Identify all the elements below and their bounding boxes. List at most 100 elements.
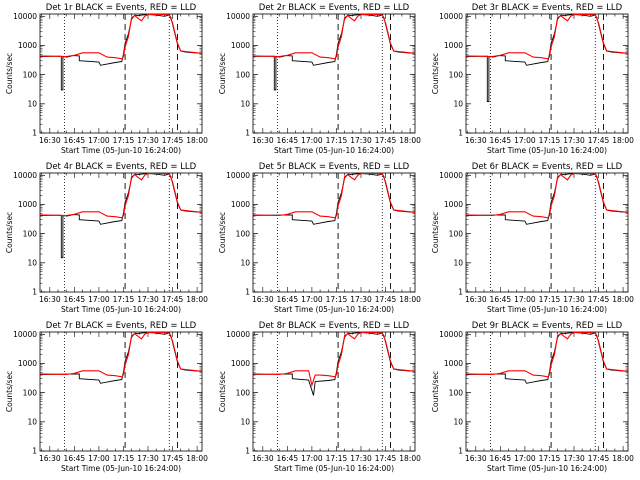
- y-tick-label: 100: [23, 388, 38, 397]
- plot-frame: [252, 13, 416, 134]
- lld-series-line: [466, 332, 628, 378]
- x-tick-label: 17:30: [137, 295, 159, 304]
- y-axis-label: Counts/sec: [431, 371, 440, 412]
- panel-title: Det 5r BLACK = Events, RED = LLD: [259, 162, 410, 172]
- x-tick-label: 18:00: [612, 295, 634, 304]
- detector-panel-3: Det 3r BLACK = Events, RED = LLD 1 10 100 10…: [431, 3, 634, 155]
- plot-frame: [465, 13, 629, 134]
- y-tick-label: 1000: [231, 200, 250, 209]
- y-tick-label: 10000: [226, 171, 250, 180]
- detector-panel-7: Det 7r BLACK = Events, RED = LLD 1 10 100 10…: [5, 321, 208, 473]
- x-tick-label: 17:15: [539, 295, 561, 304]
- detector-panel-6: Det 6r BLACK = Events, RED = LLD 1 10 100 10…: [431, 162, 634, 314]
- y-tick-label: 10: [453, 258, 463, 267]
- y-tick-label: 10: [453, 417, 463, 426]
- y-tick-label: 1: [245, 447, 250, 456]
- x-tick-label: 16:30: [252, 454, 274, 463]
- x-tick-label: 17:15: [113, 454, 135, 463]
- lld-series-line: [40, 14, 202, 60]
- x-tick-label: 17:00: [514, 136, 536, 145]
- y-tick-label: 10: [27, 258, 37, 267]
- y-tick-label: 1: [458, 129, 463, 138]
- lld-series-line: [253, 173, 415, 219]
- y-tick-label: 100: [236, 70, 251, 79]
- x-axis-label: Start Time (05-Jun-10 16:24:00): [274, 464, 394, 473]
- plot-frame: [252, 172, 416, 293]
- x-tick-label: 18:00: [399, 295, 421, 304]
- x-tick-label: 16:30: [39, 136, 61, 145]
- x-tick-label: 17:15: [326, 454, 348, 463]
- y-tick-label: 100: [23, 70, 38, 79]
- x-tick-label: 17:45: [588, 295, 610, 304]
- x-tick-label: 16:45: [64, 454, 86, 463]
- y-tick-label: 1000: [231, 359, 250, 368]
- y-tick-label: 100: [236, 229, 251, 238]
- panel-title: Det 7r BLACK = Events, RED = LLD: [46, 321, 197, 331]
- x-tick-label: 17:00: [301, 136, 323, 145]
- x-tick-label: 17:00: [301, 454, 323, 463]
- detector-panel-2: Det 2r BLACK = Events, RED = LLD 1 10 100 10…: [218, 3, 421, 155]
- y-tick-label: 100: [449, 229, 464, 238]
- y-axis-label: Counts/sec: [218, 371, 227, 412]
- x-tick-label: 16:45: [490, 295, 512, 304]
- x-tick-label: 17:15: [326, 295, 348, 304]
- x-axis-label: Start Time (05-Jun-10 16:24:00): [61, 146, 181, 155]
- y-tick-label: 1: [32, 129, 37, 138]
- y-tick-label: 10000: [439, 12, 463, 21]
- y-tick-label: 10: [240, 258, 250, 267]
- x-tick-label: 17:45: [162, 136, 184, 145]
- detector-panel-4: Det 4r BLACK = Events, RED = LLD 1 10 100 10…: [5, 162, 208, 314]
- y-tick-label: 100: [23, 229, 38, 238]
- plot-frame: [465, 172, 629, 293]
- x-tick-label: 16:30: [252, 295, 274, 304]
- x-tick-label: 17:45: [588, 454, 610, 463]
- x-axis-label: Start Time (05-Jun-10 16:24:00): [487, 305, 607, 314]
- x-tick-label: 18:00: [399, 136, 421, 145]
- x-tick-label: 17:30: [350, 136, 372, 145]
- panel-title: Det 8r BLACK = Events, RED = LLD: [259, 321, 410, 331]
- x-tick-label: 17:00: [514, 295, 536, 304]
- lld-series-line: [253, 332, 415, 388]
- y-tick-label: 1000: [18, 359, 37, 368]
- x-tick-label: 17:00: [88, 454, 110, 463]
- plot-frame: [252, 331, 416, 452]
- detector-panel-9: Det 9r BLACK = Events, RED = LLD 1 10 100 10…: [431, 321, 634, 473]
- y-tick-label: 1000: [231, 41, 250, 50]
- y-tick-label: 1: [245, 288, 250, 297]
- x-tick-label: 17:30: [563, 136, 585, 145]
- x-tick-label: 17:45: [375, 454, 397, 463]
- y-tick-label: 1000: [444, 200, 463, 209]
- y-tick-label: 1: [32, 447, 37, 456]
- x-tick-label: 18:00: [612, 454, 634, 463]
- x-tick-label: 17:30: [137, 136, 159, 145]
- y-tick-label: 1000: [18, 200, 37, 209]
- x-tick-label: 17:00: [88, 295, 110, 304]
- x-tick-label: 16:45: [64, 295, 86, 304]
- x-tick-label: 17:45: [162, 454, 184, 463]
- y-tick-label: 1: [458, 288, 463, 297]
- plot-frame: [39, 13, 203, 134]
- panel-title: Det 9r BLACK = Events, RED = LLD: [472, 321, 623, 331]
- x-tick-label: 16:45: [64, 136, 86, 145]
- panel-title: Det 4r BLACK = Events, RED = LLD: [46, 162, 197, 172]
- x-tick-label: 18:00: [186, 454, 208, 463]
- x-tick-label: 17:30: [563, 295, 585, 304]
- y-tick-label: 10: [240, 417, 250, 426]
- y-axis-label: Counts/sec: [5, 53, 14, 94]
- y-tick-label: 10: [240, 99, 250, 108]
- x-axis-label: Start Time (05-Jun-10 16:24:00): [61, 464, 181, 473]
- plot-frame: [39, 172, 203, 293]
- detector-panel-5: Det 5r BLACK = Events, RED = LLD 1 10 100 10…: [218, 162, 421, 314]
- lld-series-line: [253, 14, 415, 60]
- y-tick-label: 10: [27, 417, 37, 426]
- x-tick-label: 16:45: [490, 454, 512, 463]
- x-tick-label: 16:45: [277, 295, 299, 304]
- x-tick-label: 16:30: [465, 295, 487, 304]
- detector-panel-1: Det 1r BLACK = Events, RED = LLD 1 10 100 10…: [5, 3, 208, 155]
- x-tick-label: 17:15: [113, 295, 135, 304]
- x-tick-label: 18:00: [186, 136, 208, 145]
- x-tick-label: 17:00: [514, 454, 536, 463]
- y-tick-label: 100: [449, 388, 464, 397]
- x-tick-label: 16:30: [465, 454, 487, 463]
- x-tick-label: 18:00: [399, 454, 421, 463]
